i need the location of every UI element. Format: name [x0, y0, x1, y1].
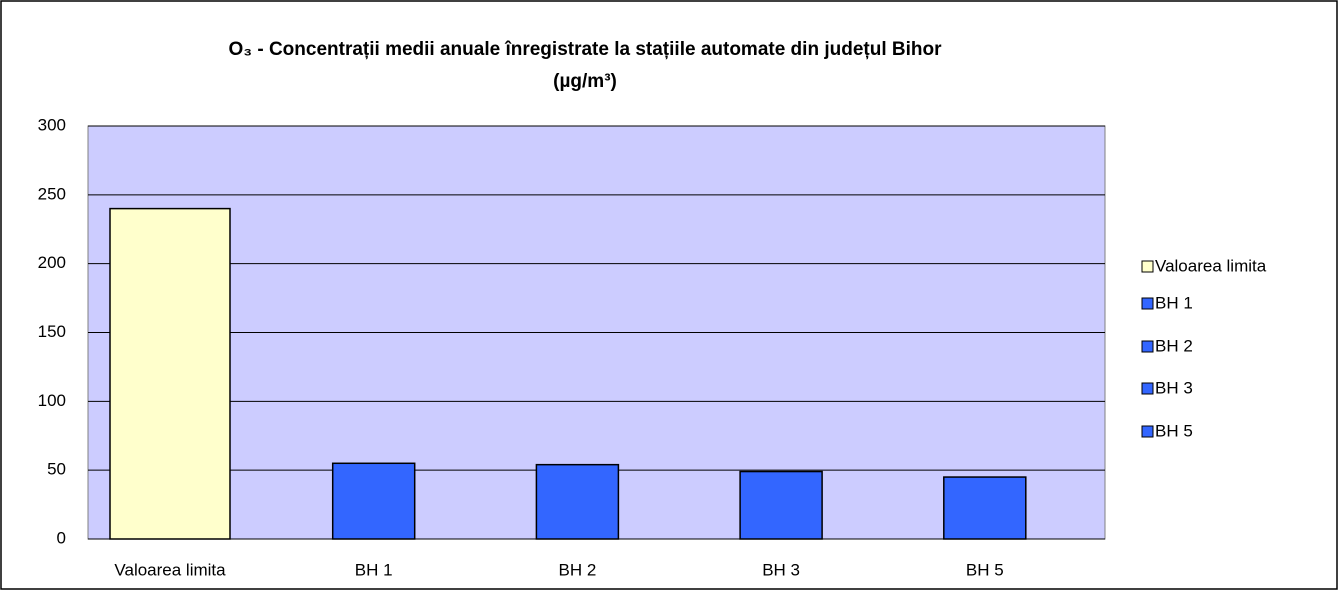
y-tick-label: 100 [38, 391, 66, 410]
x-tick-label: BH 1 [355, 560, 393, 579]
legend-label: BH 1 [1155, 293, 1193, 312]
x-tick-label: Valoarea limita [114, 560, 226, 579]
y-tick-label: 50 [47, 460, 66, 479]
legend-swatch [1141, 340, 1154, 353]
bar [331, 462, 416, 540]
chart-title: (µg/m³) [553, 71, 617, 92]
y-tick-label: 250 [38, 184, 66, 203]
bar [943, 476, 1027, 540]
y-tick-label: 150 [38, 322, 66, 341]
legend-label: BH 3 [1155, 378, 1193, 397]
legend-label: Valoarea limita [1155, 256, 1267, 275]
y-tick-label: 200 [38, 253, 66, 272]
legend-label: BH 5 [1155, 421, 1193, 440]
bar [535, 463, 620, 540]
legend-swatch [1141, 297, 1154, 310]
y-tick-label: 300 [38, 115, 66, 134]
x-tick-label: BH 3 [762, 560, 800, 579]
legend-swatch [1141, 382, 1154, 395]
legend-label: BH 2 [1155, 336, 1193, 355]
x-tick-label: BH 2 [559, 560, 597, 579]
legend-swatch [1141, 425, 1154, 438]
bar [739, 470, 823, 540]
bar [109, 207, 231, 540]
x-tick-label: BH 5 [966, 560, 1004, 579]
legend-swatch [1141, 260, 1154, 273]
chart-title: O₃ - Concentrații medii anuale înregistr… [229, 39, 943, 60]
y-tick-label: 0 [57, 528, 66, 547]
